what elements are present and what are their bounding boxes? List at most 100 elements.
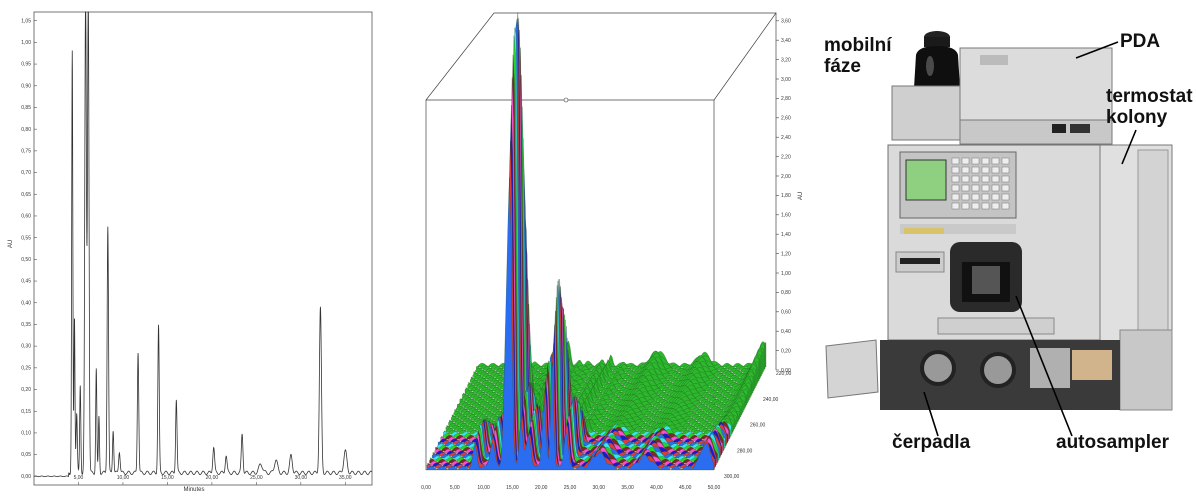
label-pda: PDA — [1120, 31, 1161, 52]
keypad-key — [951, 193, 960, 201]
pump-compartment — [825, 339, 1120, 410]
pda-3d-top-frame — [425, 12, 777, 101]
chromatogram-y-axis-label: AU — [8, 240, 14, 248]
keypad-key — [1001, 193, 1010, 201]
keypad-key — [1001, 166, 1010, 174]
keypad-key — [951, 184, 960, 192]
pda-3d-z-tick-label: 0,00 — [781, 368, 791, 374]
hplc-instrument-illustration — [825, 31, 1173, 437]
autosampler-leader-line — [1015, 295, 1073, 437]
chromatogram-y-tick-label: 0,25 — [21, 365, 31, 371]
chromatogram-y-tick-label: 0,55 — [21, 235, 31, 241]
chromatogram-y-tick-label: 0,00 — [21, 474, 31, 480]
control-screen — [905, 159, 947, 201]
label-mobile-phase: mobilní fáze — [824, 35, 892, 77]
chromatogram-x-tick-label: 10,00 — [117, 475, 130, 481]
pda-3d-chart-panel: 0,00 0,20 0,40 0,60 0,80 1,00 1,20 1,40 1,60 1,80… — [408, 0, 804, 493]
pda-3d-x-tick-label: 15,00 — [506, 485, 519, 491]
keypad-key — [961, 193, 970, 201]
pda-3d-z-tick-label: 2,80 — [781, 96, 791, 102]
chromatogram-y-tick-label: 0,30 — [21, 344, 31, 350]
chromatogram-y-tick-label: 0,90 — [21, 83, 31, 89]
chromatogram-y-tick-label: 0,65 — [21, 192, 31, 198]
chromatogram-y-tick-label: 0,50 — [21, 257, 31, 263]
keypad-key — [971, 166, 980, 174]
chromatogram-frame — [33, 11, 373, 486]
pda-3d-depth-tick-label: 260,00 — [750, 423, 766, 429]
keypad-key — [1001, 184, 1010, 192]
pda-3d-x-tick-label: 25,00 — [564, 485, 577, 491]
chromatogram-y-tick-label: 1,00 — [21, 40, 31, 46]
chromatogram-y-tick-label: 0,40 — [21, 300, 31, 306]
keypad-key — [1001, 175, 1010, 183]
keypad-key — [981, 157, 990, 165]
keypad-key — [991, 193, 1000, 201]
solvent-tray — [891, 85, 963, 141]
keypad-key — [961, 166, 970, 174]
pda-3d-z-tick-label: 0,60 — [781, 310, 791, 316]
keypad-key — [1001, 202, 1010, 210]
keypad — [951, 157, 1010, 210]
pda-leader-line — [1075, 41, 1119, 59]
keypad-key — [971, 184, 980, 192]
pda-3d-z-tick-label: 2,60 — [781, 116, 791, 122]
chromatogram-x-axis-label: Minutes — [183, 487, 204, 493]
keypad-key — [971, 202, 980, 210]
pda-3d-z-tick-label: 2,40 — [781, 135, 791, 141]
chromatogram-y-tick-label: 1,05 — [21, 18, 31, 24]
chromatogram-y-tick-label: 0,05 — [21, 452, 31, 458]
keypad-key — [971, 193, 980, 201]
pda-3d-z-tick-label: 1,00 — [781, 271, 791, 277]
chromatogram-x-tick-label: 15,00 — [161, 475, 174, 481]
keypad-key — [981, 184, 990, 192]
pda-3d-z-tick-label: 3,20 — [781, 57, 791, 63]
pda-3d-z-tick-label: 0,40 — [781, 329, 791, 335]
pda-3d-z-tick-label: 1,60 — [781, 213, 791, 219]
pda-3d-z-tick-label: 2,00 — [781, 174, 791, 180]
pda-3d-depth-tick-label: 240,00 — [763, 397, 779, 403]
keypad-key — [991, 184, 1000, 192]
keypad-key — [991, 202, 1000, 210]
chromatogram-trace — [33, 11, 373, 478]
chromatogram-panel: 0,00 0,05 0,10 0,15 0,20 0,25 0,30 0,35 0,40 0,45… — [0, 0, 376, 493]
chromatogram-x-tick-label: 30,00 — [295, 475, 308, 481]
keypad-key — [951, 202, 960, 210]
chromatogram-y-tick-label: 0,85 — [21, 105, 31, 111]
pda-3d-depth-tick-label: 300,00 — [724, 474, 740, 480]
chromatogram-chart: 0,00 0,05 0,10 0,15 0,20 0,25 0,30 0,35 0,40 0,45… — [8, 11, 373, 493]
pda-3d-x-tick-label: 35,00 — [621, 485, 634, 491]
pda-3d-depth-tick-label: 280,00 — [737, 448, 753, 454]
chromatogram-y-tick-label: 0,35 — [21, 322, 31, 328]
keypad-key — [981, 175, 990, 183]
keypad-key — [981, 193, 990, 201]
pda-3d-spectrum-slice — [452, 393, 742, 417]
pda-3d-x-tick-label: 5,00 — [450, 485, 460, 491]
pda-3d-z-tick-label: 0,20 — [781, 348, 791, 354]
pda-3d-z-axis-label: AU — [798, 192, 804, 200]
pda-3d-depth-tick-label: 220,00 — [776, 371, 792, 377]
pda-3d-z-tick-label: 0,80 — [781, 290, 791, 296]
keypad-key — [971, 157, 980, 165]
alliance-main-body — [887, 144, 1101, 341]
hplc-instrument-panel: mobilní fáze PDA termostat kolony čerpad… — [820, 0, 1196, 493]
keypad-key — [971, 175, 980, 183]
chromatogram-y-tick-label: 0,95 — [21, 62, 31, 68]
keypad-key — [991, 166, 1000, 174]
keypad-key — [961, 157, 970, 165]
chromatogram-y-tick-label: 0,20 — [21, 387, 31, 393]
chromatogram-y-tick-label: 0,45 — [21, 279, 31, 285]
pda-3d-front-frame — [425, 99, 715, 470]
pda-3d-spectrum-slice — [447, 395, 736, 428]
keypad-key — [961, 184, 970, 192]
pda-detector — [959, 47, 1113, 145]
chromatogram-x-tick-label: 20,00 — [206, 475, 219, 481]
chromatogram-x-tick-label: 25,00 — [250, 475, 263, 481]
keypad-key — [951, 157, 960, 165]
pda-3d-x-tick-label: 30,00 — [593, 485, 606, 491]
pda-3d-z-tick-label: 3,40 — [781, 38, 791, 44]
chromatogram-y-tick-label: 0,10 — [21, 431, 31, 437]
mobile-phase-bottle — [914, 31, 960, 88]
pda-3d-x-tick-label: 20,00 — [535, 485, 548, 491]
pda-3d-rotation-handle[interactable] — [563, 97, 569, 103]
pda-3d-spectrum-slice — [455, 388, 744, 412]
